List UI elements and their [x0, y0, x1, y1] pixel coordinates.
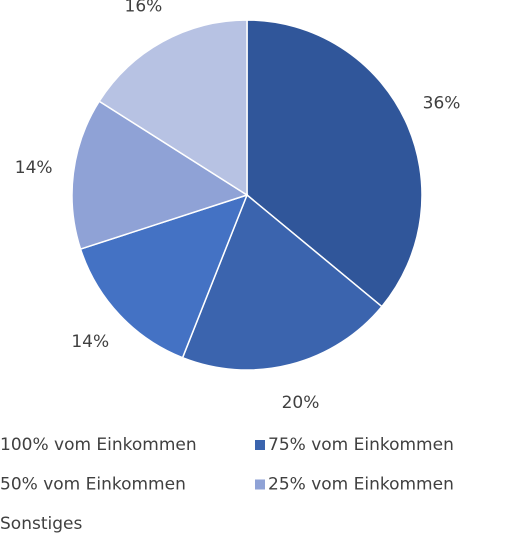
pie-slice — [71, 100, 249, 251]
data-label: 14% — [15, 158, 53, 178]
pie-slice — [246, 19, 423, 308]
pie-slice — [181, 193, 383, 371]
data-label: 36% — [423, 93, 461, 113]
legend-label: 50% vom Einkommen — [0, 475, 186, 495]
legend-label: 75% vom Einkommen — [268, 435, 454, 455]
data-label: 20% — [282, 393, 320, 413]
data-label: 16% — [125, 0, 163, 17]
legend-swatch — [255, 479, 265, 490]
data-label: 14% — [71, 332, 109, 352]
legend-label: Sonstiges — [0, 514, 82, 534]
legend-label: 25% vom Einkommen — [268, 475, 454, 495]
legend-swatch — [255, 440, 265, 450]
legend-label: 100% vom Einkommen — [0, 435, 197, 455]
pie-slice — [98, 19, 248, 197]
